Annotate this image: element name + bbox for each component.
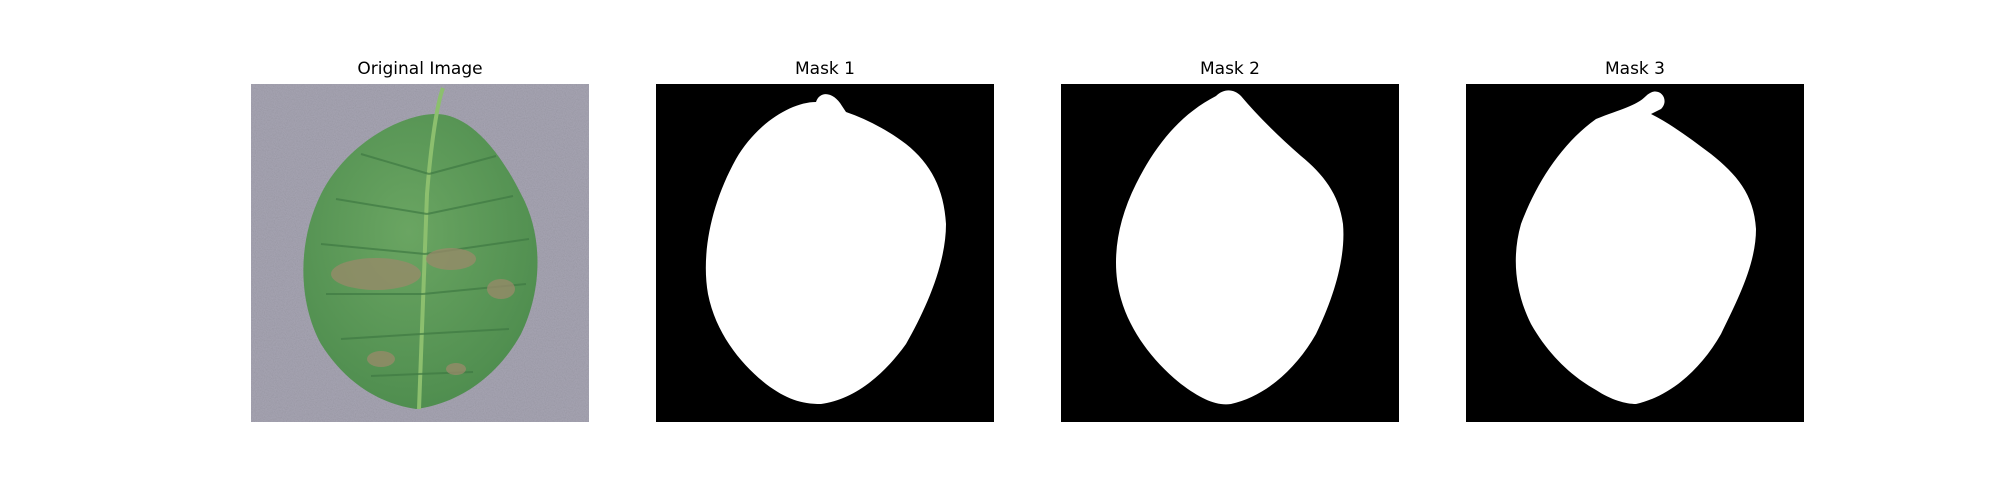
mask-image-2 — [1061, 84, 1399, 422]
panel-title: Original Image — [357, 59, 483, 79]
panel-mask-3: Mask 3 — [1466, 56, 1804, 422]
panel-mask-1: Mask 1 — [656, 56, 994, 422]
mask-image-1 — [656, 84, 994, 422]
panel-mask-2: Mask 2 — [1061, 56, 1399, 422]
leaf-body — [303, 114, 538, 409]
leaf-lesions — [331, 248, 515, 375]
mask-foreground — [1515, 91, 1756, 405]
panel-title: Mask 3 — [1604, 59, 1665, 79]
leaf-stem — [417, 87, 445, 410]
mask-image-3 — [1466, 84, 1804, 422]
panel-title: Mask 2 — [1199, 59, 1260, 79]
panel-original-image: Original Image — [251, 56, 589, 422]
mask-foreground — [1116, 90, 1344, 405]
mask-foreground — [705, 94, 946, 404]
panel-title: Mask 1 — [794, 59, 855, 79]
original-leaf-photo — [251, 84, 589, 422]
